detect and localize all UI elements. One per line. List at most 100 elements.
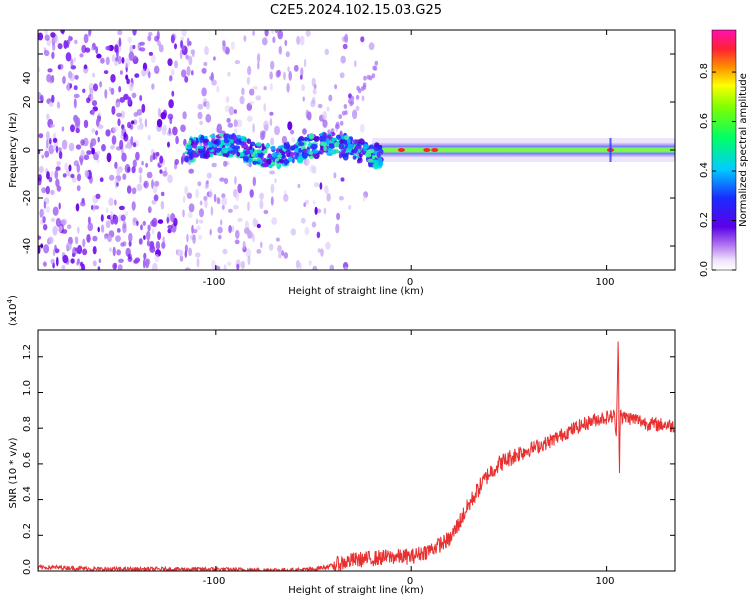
spectrogram-noise-blob [324,48,329,56]
spectrogram-noise-blob [73,93,80,99]
spectrogram-noise-blob [197,181,202,187]
spectrogram-noise-blob [350,95,355,101]
spectrogram-noise-blob [342,43,348,50]
spectrogram-noise-blob [109,174,115,181]
spectrogram-noise-blob [223,177,229,185]
spectrogram-xtick-label: 100 [595,277,614,288]
spectrogram-noise-blob [299,74,303,80]
spectrogram-noise-blob [295,259,300,269]
signal-band-blob [336,134,341,140]
spectrogram-noise-blob [132,30,137,36]
spectrogram-noise-blob [124,211,129,217]
spectrogram-noise-blob [188,203,195,213]
spectrogram-noise-blob [186,37,190,47]
signal-band-blob [321,135,326,142]
spectrogram-noise-blob [297,183,301,189]
spectrogram-noise-blob [260,132,265,141]
spectrogram-noise-blob [52,225,58,236]
spectrogram-noise-blob [108,86,112,92]
signal-band-blob [312,149,319,154]
spectrogram-noise-blob [177,249,184,257]
spectrogram-noise-blob [41,208,45,216]
spectrogram-noise-blob [313,182,320,188]
spectrogram-noise-blob [127,96,132,106]
snr-ytick-label: 0.8 [22,416,33,432]
spectrogram-noise-blob [201,67,207,74]
spectrogram-noise-blob [264,30,269,37]
spectrogram-noise-blob [103,70,109,75]
spectrogram-noise-blob [151,228,155,235]
spectrogram-noise-blob [277,30,283,40]
spectrogram-noise-blob [65,52,72,62]
signal-band-blob [255,142,262,147]
snr-frame [37,329,676,572]
spectrogram-noise-blob [68,71,73,79]
spectrogram-noise-blob [233,204,239,210]
spectrogram-noise-blob [115,102,120,108]
spectrogram-noise-blob [132,142,137,148]
signal-peak [431,148,439,152]
spectrogram-noise-blob [131,201,136,211]
spectrogram-noise-blob [101,144,106,152]
spectrogram-noise-blob [296,35,300,46]
spectrogram-noise-blob [130,120,135,125]
spectrogram-noise-blob [263,124,269,132]
signal-band-blob [327,134,332,139]
spectrogram-noise-blob [118,205,125,211]
spectrogram-noise-blob [87,222,94,232]
spectrogram-noise-blob [150,54,156,63]
spectrogram-noise-blob [285,51,290,58]
spectrogram-noise-blob [185,267,191,270]
spectrogram-noise-blob [90,93,94,102]
spectrogram-noise-blob [92,235,98,242]
spectrogram-noise-blob [175,135,179,145]
signal-band-blob [287,156,293,162]
signal-band-blob [352,139,359,145]
spectrogram-noise-blob [90,46,95,51]
spectrogram-noise-blob [192,234,196,245]
spectrogram-noise-blob [246,76,250,86]
spectrogram-noise-blob [49,123,55,128]
spectrogram-noise-blob [188,55,193,66]
spectrogram-noise-blob [167,113,174,120]
spectrogram-noise-blob [160,112,167,120]
spectrogram-noise-blob [82,88,86,94]
spectrogram-noise-blob [234,60,240,65]
spectrogram-noise-blob [210,206,214,216]
spectrogram-noise-blob [44,50,50,57]
signal-peak [423,148,431,152]
spectrogram-noise-blob [58,150,63,160]
spectrogram-noise-blob [97,266,101,270]
colorbar: 0.0 0.2 0.4 0.6 0.8 Normalized spectral … [699,29,749,277]
snr-series-line [38,341,675,571]
spectrogram-noise-blob [152,152,156,161]
spectrogram-noise-blob [256,249,262,254]
spectrogram-noise-blob [174,43,177,50]
spectrogram-noise-blob [105,45,111,51]
spectrogram-noise-blob [167,228,172,234]
spectrogram-noise-blob [48,138,52,145]
spectrogram-noise-blob [117,30,123,36]
spectrogram-noise-blob [233,109,237,114]
spectrogram-noise-blob [146,171,153,179]
spectrogram-noise-blob [97,124,104,130]
spectrogram-noise-blob [192,50,195,58]
spectrogram-noise-blob [98,258,102,264]
spectrogram-noise-blob [352,109,358,120]
spectrogram-noise-blob [323,207,327,215]
spectrogram-ylabel: Frequency (Hz) [8,112,19,188]
spectrogram-noise-blob [46,138,49,149]
spectrogram-noise-blob [82,248,88,256]
signal-band-blob [365,151,372,158]
spectrogram-noise-blob [73,98,77,109]
spectrogram-noise-blob [140,224,143,231]
signal-band-blob [202,150,207,155]
spectrogram-noise-blob [188,247,193,257]
spectrogram-noise-blob [317,248,321,253]
spectrogram-noise-blob [38,235,42,240]
spectrogram-noise-blob [184,244,188,252]
colorbar-label: Normalized spectral amplitude [738,73,749,227]
spectrogram-noise-blob [154,152,158,160]
spectrogram-noise-blob [148,31,153,37]
spectrogram-noise-blob [71,176,77,183]
